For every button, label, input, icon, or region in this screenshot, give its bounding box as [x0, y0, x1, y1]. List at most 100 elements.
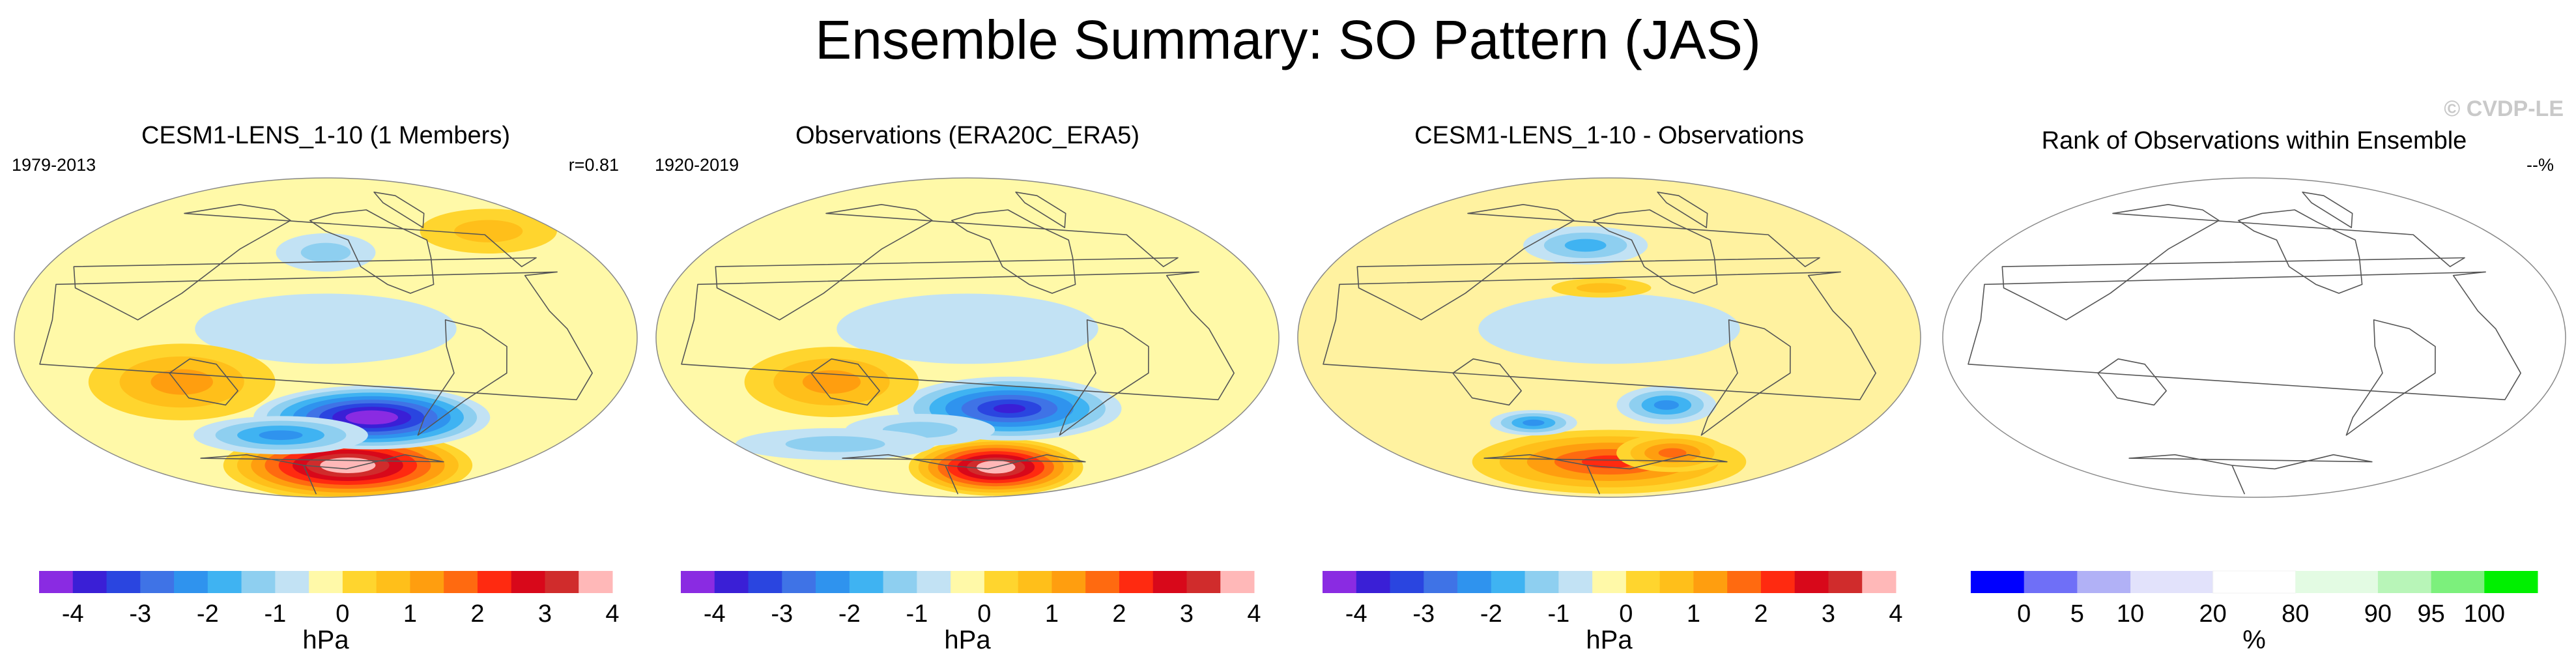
- coastline: [1483, 454, 1728, 495]
- colorbar-swatch: [207, 571, 242, 593]
- anomaly-positive-4: [88, 343, 276, 420]
- coastline: [200, 454, 444, 495]
- figure-title: Ensemble Summary: SO Pattern (JAS): [815, 9, 1761, 70]
- colorbar-swatch: [140, 571, 175, 593]
- coastline: [2001, 204, 2465, 321]
- coastline: [2097, 358, 2167, 406]
- colorbars: -4 -3 -2 -1 0 1 2 3 4 -4 -3 -2 -1 0 1 2 3 4 -4 -3 -2 -1 0 1 2 3 4 0…: [39, 570, 2538, 628]
- coastline: [39, 271, 593, 401]
- anomaly-positive-3: [744, 347, 919, 417]
- map-panel-3: [1297, 177, 1921, 498]
- tropical-band: [1478, 293, 1740, 364]
- colorbar-swatch: [917, 571, 951, 593]
- colorbar-swatch: [782, 571, 816, 593]
- colorbar-swatch: [376, 571, 410, 593]
- colorbar-swatch: [1760, 571, 1796, 593]
- coastline: [1700, 319, 1791, 436]
- colorbar-swatch: [1828, 571, 1863, 593]
- colorbar-swatch: [984, 571, 1019, 593]
- coastline: [951, 209, 1076, 294]
- colorbar-swatch: [1186, 571, 1221, 593]
- colorbar-tick-label: 4: [1247, 600, 1261, 628]
- coastline: [417, 319, 508, 436]
- anomaly-negative-3: [1616, 386, 1717, 424]
- colorbar-tick-label: -2: [838, 600, 861, 628]
- colorbar-tick-label: -4: [704, 600, 726, 628]
- colorbar-swatch: [1727, 571, 1762, 593]
- anomaly-negative-3: [193, 416, 368, 455]
- colorbar-tick-label: 4: [605, 600, 619, 628]
- panel-1-title: CESM1-LENS_1-10 (1 Members): [141, 122, 510, 149]
- colorbar-swatch: [1491, 571, 1526, 593]
- colorbar-swatch: [2295, 571, 2379, 593]
- colorbar-1-unit-label: hPa: [302, 626, 349, 654]
- colorbar-swatch: [951, 571, 985, 593]
- colorbar-swatch: [1558, 571, 1593, 593]
- colorbar-tick-label: 3: [538, 600, 552, 628]
- colorbar-swatch: [1323, 571, 1357, 593]
- colorbar-swatch: [72, 571, 107, 593]
- colorbar-swatch: [1390, 571, 1424, 593]
- colorbar-swatch: [1052, 571, 1086, 593]
- colorbar-tick-label: 2: [1112, 600, 1126, 628]
- colorbar-swatch: [1018, 571, 1052, 593]
- tropical-band: [837, 293, 1098, 364]
- anomaly-negative-5: [1523, 226, 1648, 265]
- colorbar-tick-label: -3: [129, 600, 151, 628]
- colorbar-swatch: [39, 571, 74, 593]
- colorbar-tick-label: -4: [62, 600, 84, 628]
- colorbar-tick-label: 20: [2199, 600, 2227, 628]
- map-panel-1: [14, 177, 638, 498]
- colorbar-swatch: [241, 571, 276, 593]
- colorbar-tick-label: 95: [2417, 600, 2444, 628]
- colorbar-swatch: [1424, 571, 1458, 593]
- map-panel-4: [1942, 177, 2566, 498]
- colorbar-tick-label: 80: [2282, 600, 2309, 628]
- colorbar-tick-label: 1: [403, 600, 417, 628]
- colorbar-tick-label: 2: [1754, 600, 1767, 628]
- colorbar-swatch: [579, 571, 613, 593]
- colorbar-swatch: [1659, 571, 1694, 593]
- coastline: [810, 358, 880, 406]
- coastline: [1968, 271, 2521, 401]
- colorbar-tick-label: -3: [771, 600, 793, 628]
- colorbar-swatch: [1971, 571, 2025, 593]
- coastline: [309, 209, 435, 294]
- colorbar-swatch: [2024, 571, 2078, 593]
- colorbar-swatch: [1625, 571, 1661, 593]
- coastline: [1657, 191, 1708, 229]
- coastline: [2237, 209, 2363, 294]
- colorbar-swatch: [174, 571, 208, 593]
- colorbar-tick-label: 3: [1180, 600, 1194, 628]
- watermark: © CVDP-LE: [2444, 96, 2564, 121]
- colorbar-swatch: [2077, 571, 2131, 593]
- colorbar-swatch: [1356, 571, 1391, 593]
- colorbar-swatch: [1119, 571, 1154, 593]
- colorbar-3: -4 -3 -2 -1 0 1 2 3 4: [1323, 571, 1903, 628]
- colorbar-tick-label: 0: [1619, 600, 1633, 628]
- panel-2-period: 1920-2019: [655, 155, 739, 175]
- colorbar-swatch: [681, 571, 715, 593]
- colorbar-tick-label: 5: [2070, 600, 2084, 628]
- anomaly-positive-6: [1551, 278, 1652, 298]
- colorbar-swatch: [1592, 571, 1627, 593]
- colorbar-swatch: [2377, 571, 2432, 593]
- map-border: [14, 177, 638, 498]
- colorbar-swatch: [477, 571, 512, 593]
- map-border: [1942, 177, 2566, 498]
- colorbar-swatch: [714, 571, 749, 593]
- colorbar-tick-label: 10: [2117, 600, 2144, 628]
- colorbar-tick-label: -3: [1412, 600, 1435, 628]
- coastline: [2128, 454, 2373, 495]
- coastline: [681, 271, 1235, 401]
- colorbar-tick-label: 0: [336, 600, 349, 628]
- coastline: [1059, 319, 1149, 436]
- coastline: [715, 204, 1179, 321]
- colorbar-swatch: [106, 571, 141, 593]
- panel-1-period: 1979-2013: [12, 155, 96, 175]
- colorbar-tick-label: 1: [1045, 600, 1059, 628]
- anomaly-positive-6: [420, 209, 557, 254]
- colorbar-swatch: [275, 571, 309, 593]
- colorbar-3-unit-label: hPa: [1586, 626, 1633, 654]
